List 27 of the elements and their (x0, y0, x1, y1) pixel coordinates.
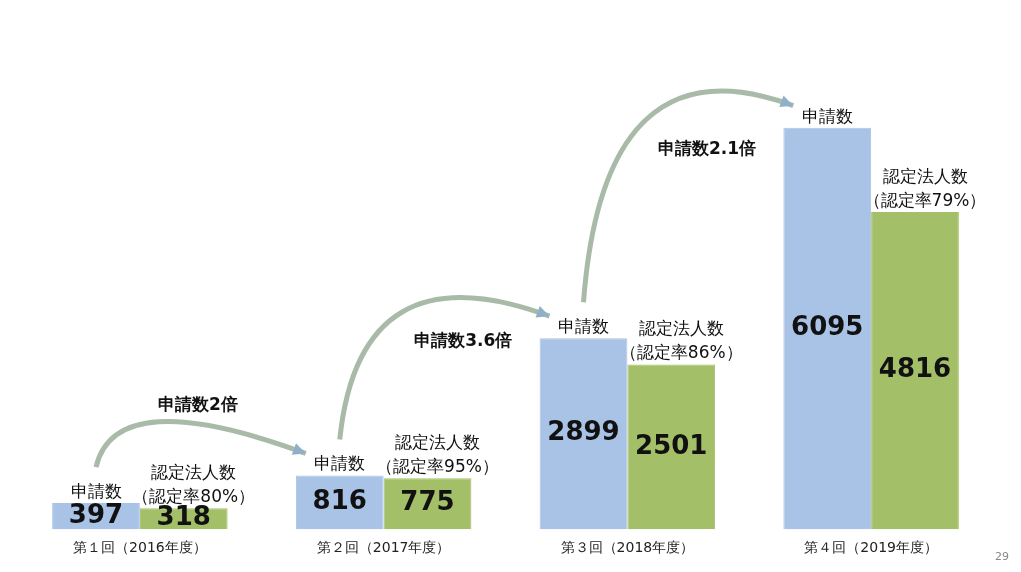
annotation: （認定率95%） (376, 456, 499, 477)
x-tick-label: 第２回（2017年度） (316, 539, 451, 556)
annotation: 申請数3.6倍 (414, 330, 513, 351)
data-label: 816 (312, 485, 367, 516)
text: 認定法人数 (638, 318, 724, 339)
series-label: 認定法人数 (151, 462, 237, 483)
text: 申請数 (314, 453, 366, 474)
data-label: 775 (400, 486, 455, 517)
text: 認定法人数 (882, 165, 968, 186)
text: 申請数 (558, 316, 609, 337)
annotation: （認定率86%） (619, 342, 743, 363)
x-tick-label: 第１回（2016年度） (73, 539, 207, 556)
data-label: 2899 (547, 416, 620, 447)
x-tick-label: 第４回（2019年度） (804, 539, 938, 556)
data-label: 4816 (878, 353, 952, 384)
data-label: 2501 (635, 429, 708, 460)
data-label: 6095 (791, 311, 864, 342)
bar (627, 364, 716, 530)
text: 29 (995, 550, 1009, 563)
annotation: （認定率79%） (863, 189, 987, 210)
text: 認定法人数 (395, 432, 480, 453)
text: 申請数 (801, 105, 853, 126)
x-tick-label: 第３回（2018年度） (560, 539, 695, 556)
annotation: 申請数2.1倍 (657, 137, 757, 158)
bar (783, 127, 872, 530)
bar (871, 211, 959, 530)
annotation: 申請数2倍 (157, 393, 238, 414)
